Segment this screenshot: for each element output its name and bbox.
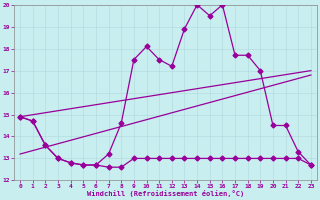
X-axis label: Windchill (Refroidissement éolien,°C): Windchill (Refroidissement éolien,°C) [87,190,244,197]
